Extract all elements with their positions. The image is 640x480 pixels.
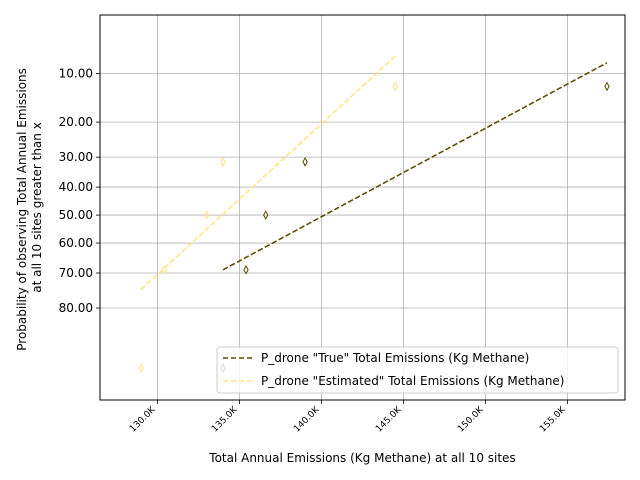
y-tick-label: 50.00 <box>59 208 93 222</box>
y-axis-label: Probability of observing Total Annual Em… <box>15 64 44 350</box>
fit-lines <box>140 55 608 291</box>
y-tick-label: 40.00 <box>59 180 93 194</box>
y-tick-label: 80.00 <box>59 301 93 315</box>
y-tick-label: 60.00 <box>59 236 93 250</box>
point-true <box>263 210 269 220</box>
plot-frame <box>99 14 626 401</box>
y-axis-label-line-1: Probability of observing Total Annual Em… <box>15 68 29 351</box>
point-estimated <box>392 81 398 92</box>
y-tick-label: 30.00 <box>59 150 93 164</box>
point-estimated <box>203 210 210 220</box>
legend-label-true: P_drone "True" Total Emissions (Kg Metha… <box>261 351 529 365</box>
point-estimated <box>220 157 226 167</box>
fit-line-true <box>222 62 608 271</box>
point-true <box>604 81 610 92</box>
legend: P_drone "True" Total Emissions (Kg Metha… <box>216 346 619 394</box>
fit-line-estimated <box>140 55 396 291</box>
y-tick-label: 10.00 <box>59 67 93 81</box>
point-estimated <box>138 363 144 373</box>
point-true <box>302 157 308 167</box>
grid-lines <box>100 15 625 400</box>
x-axis-label: Total Annual Emissions (Kg Methane) at a… <box>208 451 515 465</box>
y-axis-label-line-2: at all 10 sites greater than x <box>30 122 44 293</box>
legend-label-estimated: P_drone "Estimated" Total Emissions (Kg … <box>261 374 565 388</box>
y-tick-label: 20.00 <box>59 115 93 129</box>
point-true <box>243 264 249 275</box>
y-tick-label: 70.00 <box>59 266 93 280</box>
point-estimated <box>161 264 167 275</box>
legend-box <box>216 346 619 394</box>
